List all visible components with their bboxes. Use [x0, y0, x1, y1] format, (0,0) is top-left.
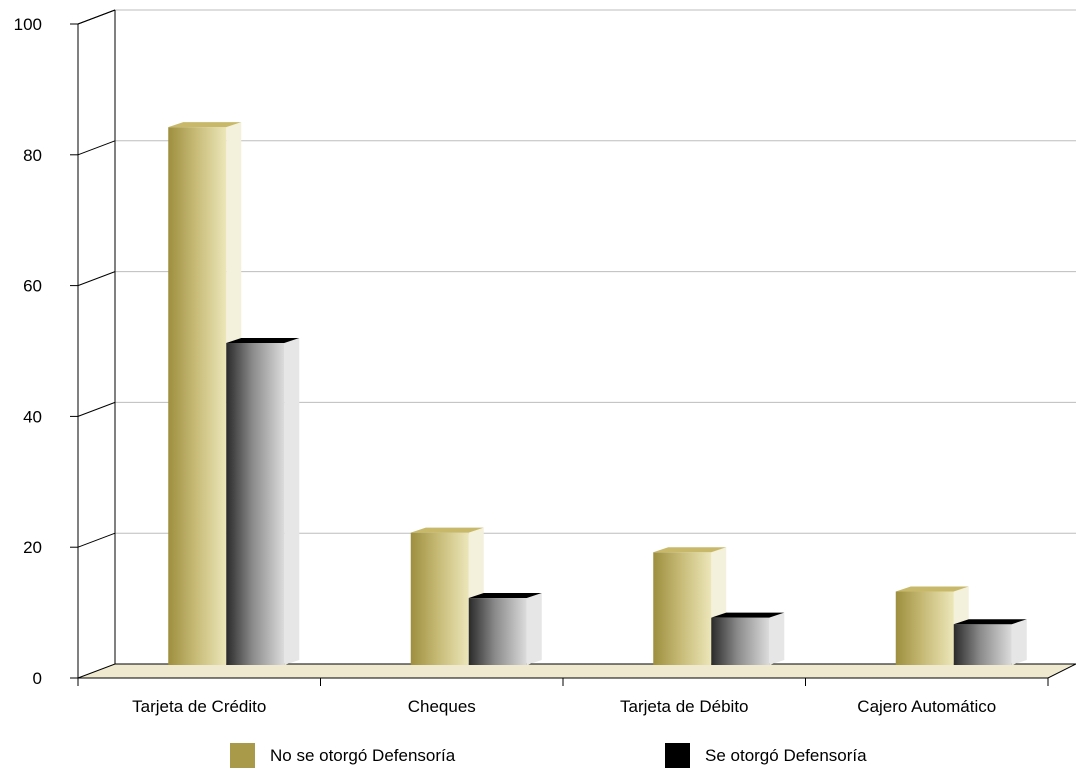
y-tick-label: 100 — [14, 15, 42, 34]
legend-swatch-series-2 — [665, 743, 690, 768]
bar-series-2 — [468, 598, 527, 665]
y-tick-label: 40 — [23, 407, 42, 426]
bar-side-series-2 — [284, 338, 300, 665]
legend: No se otorgó Defensoría Se otorgó Defens… — [0, 743, 1076, 773]
gridline-diagonal — [77, 140, 116, 156]
legend-item-series-1: No se otorgó Defensoría — [230, 743, 455, 768]
bar-series-1 — [895, 591, 954, 665]
y-tick-label: 0 — [33, 669, 42, 688]
bar-series-2 — [226, 343, 285, 665]
gridline-diagonal — [77, 532, 116, 548]
legend-swatch-series-1 — [230, 743, 255, 768]
bar-series-1 — [653, 552, 712, 665]
gridline-diagonal — [77, 401, 116, 417]
x-tick-label: Tarjeta de Débito — [620, 697, 749, 716]
x-tick-label: Tarjeta de Crédito — [132, 697, 266, 716]
bar-series-1 — [168, 127, 227, 666]
gridline-diagonal — [77, 271, 116, 287]
bar-top-series-2 — [226, 338, 300, 343]
top-diagonal — [77, 9, 116, 25]
y-tick-label: 60 — [23, 277, 42, 296]
bar-side-series-2 — [769, 612, 785, 665]
bar-series-1 — [410, 532, 469, 665]
bar-series-2 — [711, 617, 770, 665]
bar-top-series-1 — [168, 122, 242, 128]
bar-side-series-2 — [526, 593, 542, 665]
y-tick-label: 80 — [23, 146, 42, 165]
chart-floor — [77, 663, 1076, 679]
bar-top-series-2 — [468, 593, 542, 599]
legend-item-series-2: Se otorgó Defensoría — [665, 743, 867, 768]
x-tick-label: Cajero Automático — [857, 697, 996, 716]
bar-top-series-1 — [410, 527, 484, 533]
bar-series-2 — [953, 624, 1012, 665]
bar-top-series-2 — [711, 612, 785, 618]
bar-top-series-1 — [653, 547, 727, 553]
x-tick-label: Cheques — [408, 697, 476, 716]
legend-label-series-1: No se otorgó Defensoría — [270, 745, 456, 765]
legend-label-series-2: Se otorgó Defensoría — [705, 745, 867, 765]
bar-top-series-1 — [895, 586, 969, 592]
bar-side-series-2 — [1011, 619, 1027, 665]
bar-top-series-2 — [953, 619, 1027, 625]
y-tick-label: 20 — [23, 538, 42, 557]
